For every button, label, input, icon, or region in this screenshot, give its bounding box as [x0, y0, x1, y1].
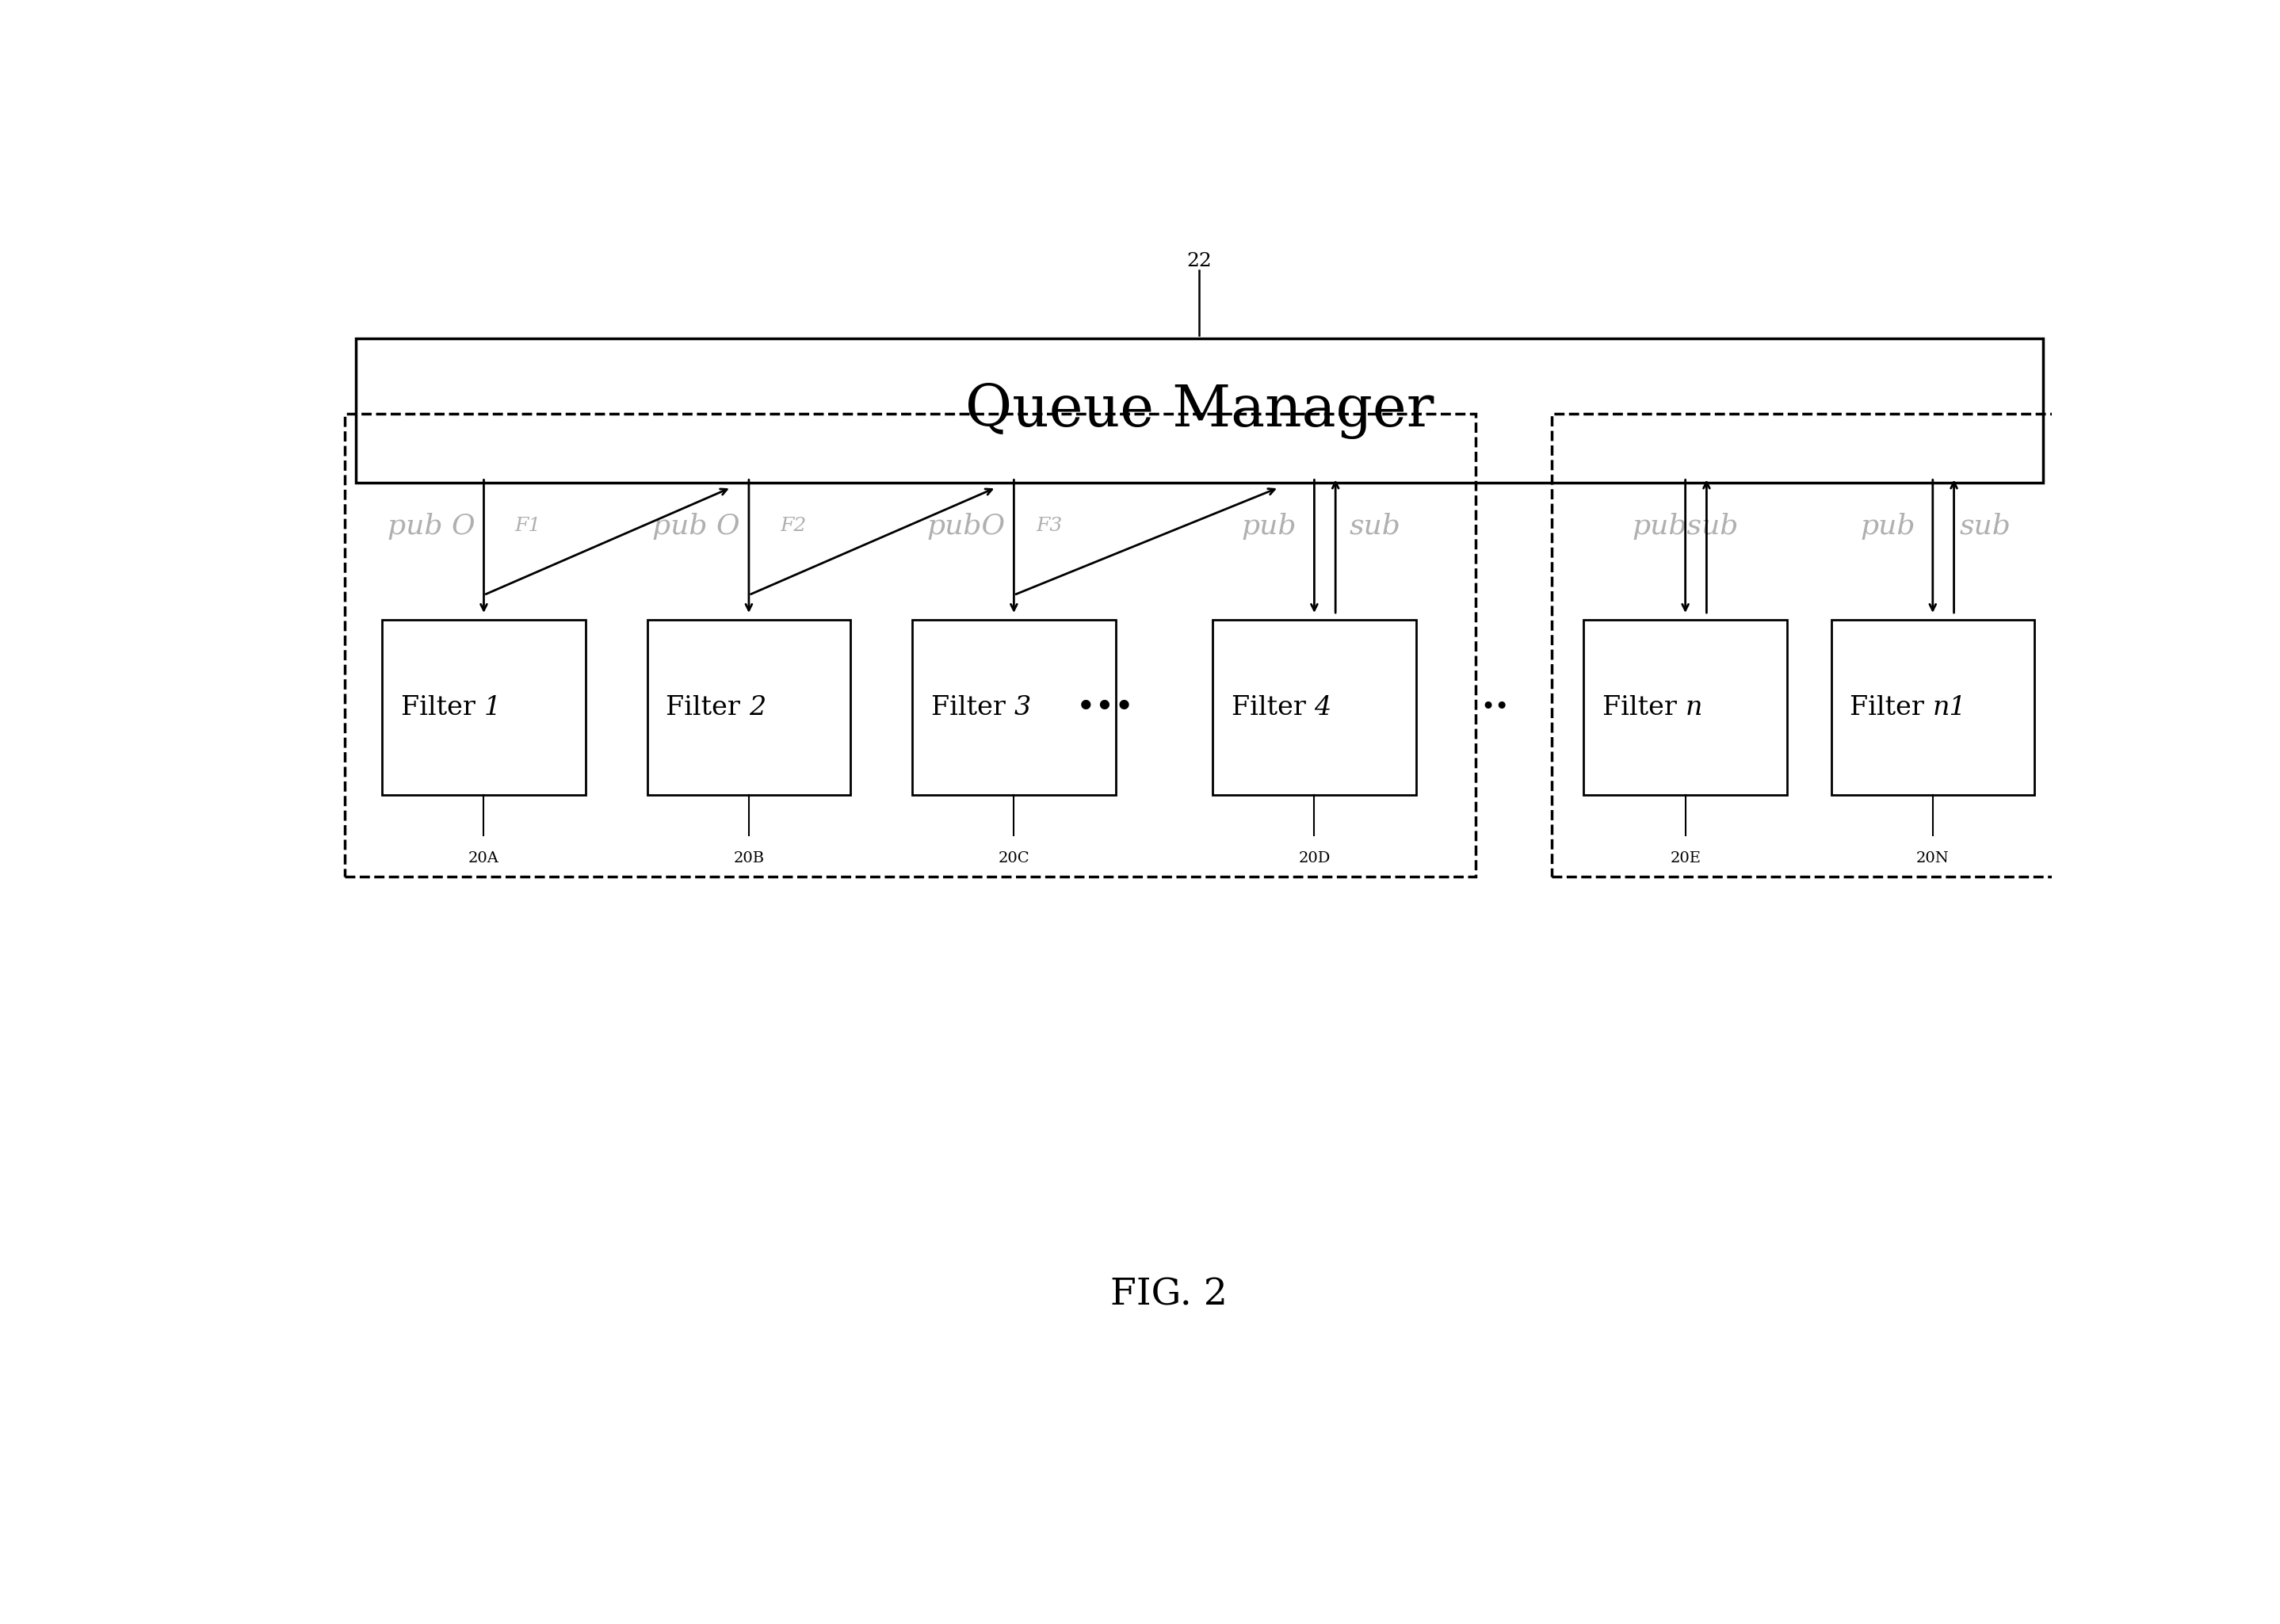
- Text: F2: F2: [780, 516, 807, 536]
- Text: Filter: Filter: [1849, 695, 1933, 721]
- Text: 20D: 20D: [1297, 851, 1329, 866]
- Text: 20N: 20N: [1915, 851, 1949, 866]
- Text: F3: F3: [1035, 516, 1062, 536]
- Text: pub O: pub O: [388, 513, 474, 539]
- Text: Filter: Filter: [401, 695, 483, 721]
- Bar: [1831, 620, 2034, 796]
- Bar: [356, 339, 2043, 482]
- Text: pubO: pubO: [926, 513, 1005, 539]
- Text: F1: F1: [515, 516, 540, 536]
- Text: Filter: Filter: [930, 695, 1015, 721]
- Text: 20A: 20A: [467, 851, 499, 866]
- Text: Filter: Filter: [666, 695, 748, 721]
- Text: 20B: 20B: [734, 851, 764, 866]
- Text: pub: pub: [1860, 513, 1915, 539]
- Bar: [912, 620, 1115, 796]
- Text: 20E: 20E: [1669, 851, 1701, 866]
- Text: pub O: pub O: [652, 513, 741, 539]
- Text: sub: sub: [1350, 513, 1400, 539]
- Text: •••: •••: [1076, 690, 1133, 724]
- Text: 3: 3: [1015, 695, 1031, 721]
- Text: pubsub: pubsub: [1632, 513, 1740, 539]
- Text: sub: sub: [1959, 513, 2011, 539]
- Text: 22: 22: [1188, 252, 1213, 270]
- Bar: [648, 620, 850, 796]
- Text: Filter: Filter: [1231, 695, 1313, 721]
- Text: Queue Manager: Queue Manager: [964, 382, 1434, 438]
- Bar: [344, 414, 1475, 877]
- Text: 20C: 20C: [999, 851, 1031, 866]
- Bar: [1553, 414, 2057, 877]
- Bar: [1585, 620, 1788, 796]
- Text: ••: ••: [1482, 697, 1509, 719]
- Text: FIG. 2: FIG. 2: [1110, 1278, 1227, 1314]
- Text: n1: n1: [1933, 695, 1968, 721]
- Text: Filter: Filter: [1603, 695, 1685, 721]
- Text: 2: 2: [748, 695, 766, 721]
- Text: pub: pub: [1243, 513, 1297, 539]
- Text: 4: 4: [1313, 695, 1332, 721]
- Bar: [383, 620, 586, 796]
- Bar: [1213, 620, 1416, 796]
- Text: 1: 1: [483, 695, 502, 721]
- Text: n: n: [1685, 695, 1703, 721]
